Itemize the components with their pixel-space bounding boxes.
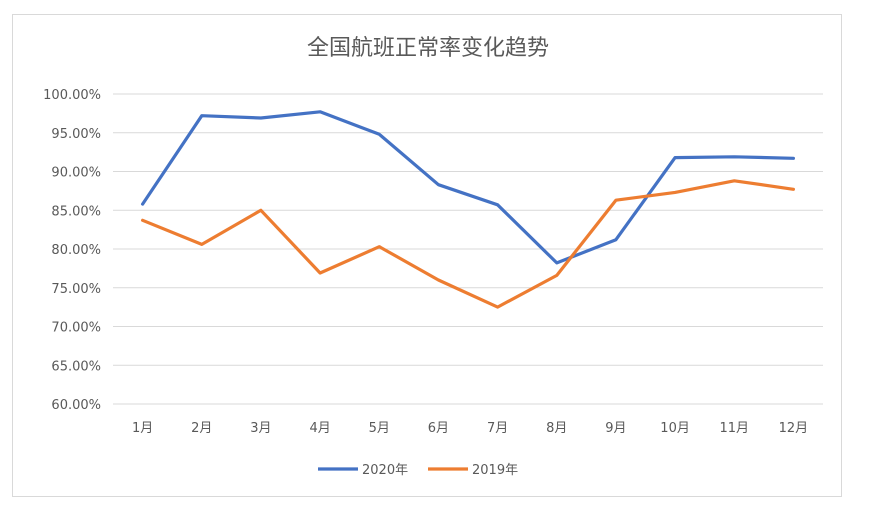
x-tick-label: 7月 [487, 421, 508, 436]
x-tick-label: 4月 [309, 421, 330, 436]
x-tick-label: 1月 [132, 421, 153, 436]
chart-title: 全国航班正常率变化趋势 [307, 36, 549, 61]
y-tick-label: 85.00% [51, 204, 101, 219]
chart-frame: 全国航班正常率变化趋势 60.00% 65.00% 70.00% 75.00% 80.0… [12, 14, 842, 497]
y-axis-tick-labels: 60.00% 65.00% 70.00% 75.00% 80.00% 85.00% 90.0… [43, 88, 101, 413]
y-tick-label: 65.00% [51, 359, 101, 374]
legend-label: 2020年 [362, 463, 408, 478]
x-axis-tick-labels: 1月 2月 3月 4月 5月 6月 7月 8月 9月 10月 11月 12月 [132, 421, 808, 436]
y-tick-label: 80.00% [51, 243, 101, 258]
x-tick-label: 3月 [250, 421, 271, 436]
series-lines [141, 110, 796, 309]
x-tick-label: 6月 [428, 421, 449, 436]
y-tick-label: 70.00% [51, 321, 101, 336]
y-tick-label: 100.00% [43, 88, 101, 103]
x-tick-label: 2月 [191, 421, 212, 436]
x-tick-label: 12月 [779, 421, 809, 436]
x-tick-label: 5月 [369, 421, 390, 436]
series-line-1 [141, 179, 796, 309]
y-tick-label: 75.00% [51, 282, 101, 297]
y-tick-label: 90.00% [51, 166, 101, 181]
line-chart: 全国航班正常率变化趋势 60.00% 65.00% 70.00% 75.00% 80.0… [43, 36, 823, 478]
gridlines [113, 93, 823, 405]
y-tick-label: 60.00% [51, 398, 101, 413]
series-line-0 [141, 110, 796, 265]
x-tick-label: 10月 [660, 421, 690, 436]
x-tick-label: 9月 [605, 421, 626, 436]
legend: 2020年 2019年 [318, 463, 518, 478]
x-tick-label: 11月 [719, 421, 749, 436]
y-tick-label: 95.00% [51, 127, 101, 142]
legend-label: 2019年 [472, 463, 518, 478]
x-tick-label: 8月 [546, 421, 567, 436]
